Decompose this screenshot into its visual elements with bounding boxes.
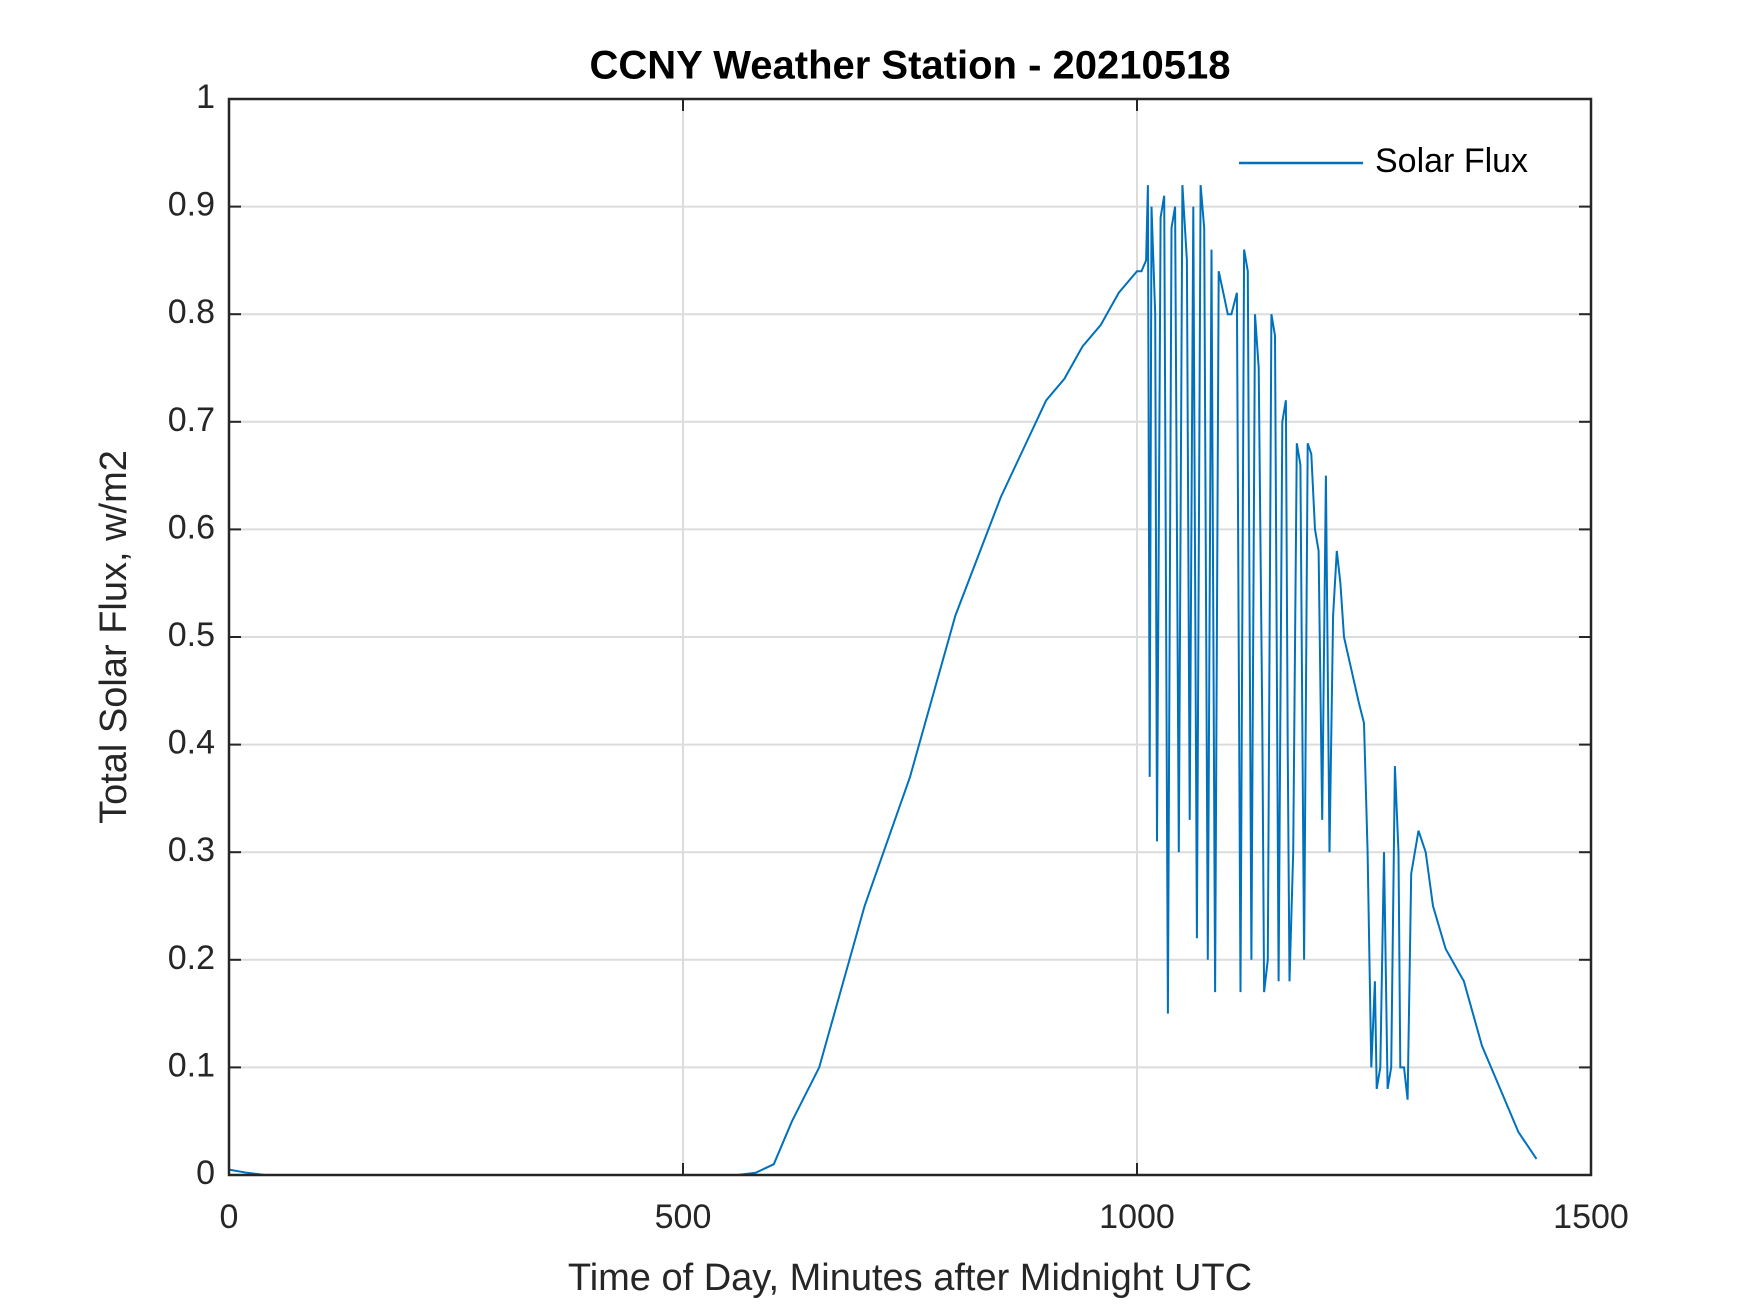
- y-tick-label: 0.6: [168, 508, 215, 546]
- plot-frame: [227, 97, 1593, 1177]
- x-axis-label: Time of Day, Minutes after Midnight UTC: [568, 1257, 1252, 1299]
- x-tick-label: 500: [655, 1198, 712, 1236]
- y-tick-label: 0: [196, 1154, 215, 1192]
- y-axis-label: Total Solar Flux, w/m2: [93, 450, 135, 824]
- y-tick-label: 0.4: [168, 724, 215, 762]
- y-tick-label: 0.8: [168, 293, 215, 331]
- y-tick-label: 0.5: [168, 616, 215, 654]
- y-tick-label: 0.7: [168, 401, 215, 439]
- y-tick-label: 0.3: [168, 831, 215, 869]
- y-tick-label: 0.9: [168, 186, 215, 224]
- y-tick-label: 1: [196, 78, 215, 116]
- x-tick-label: 0: [220, 1198, 239, 1236]
- x-tick-label: 1500: [1553, 1198, 1629, 1236]
- legend-label: Solar Flux: [1375, 142, 1528, 180]
- data-line: [228, 185, 1538, 1176]
- y-tick-label: 0.2: [168, 939, 215, 977]
- x-tick-label: 1000: [1099, 1198, 1175, 1236]
- chart-title: CCNY Weather Station - 20210518: [590, 44, 1231, 88]
- y-tick-label: 0.1: [168, 1046, 215, 1084]
